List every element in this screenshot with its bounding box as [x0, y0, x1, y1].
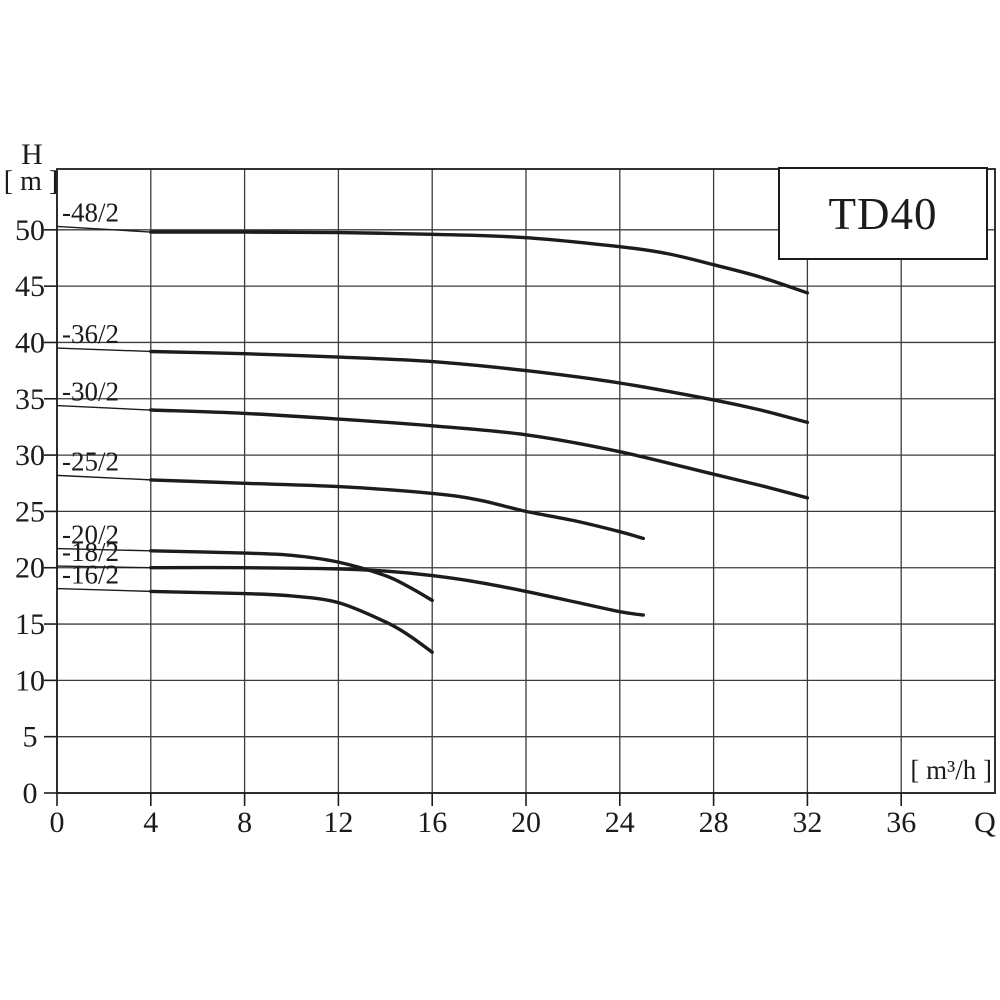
y-tick-label: 35 [15, 383, 45, 416]
y-tick-label: 45 [15, 270, 45, 303]
y-tick-label: 5 [23, 721, 38, 754]
leader-line-18-2 [56, 565, 151, 569]
y-tick-label: 10 [15, 664, 45, 697]
curve-label-20-2: -20/2 [62, 520, 119, 550]
curve-label-25-2: -25/2 [62, 446, 119, 476]
x-tick-label: 4 [143, 806, 158, 839]
x-tick-label: 0 [50, 806, 65, 839]
y-tick-label: 20 [15, 552, 45, 585]
x-tick-label: 32 [792, 806, 822, 839]
x-axis-name: Q [974, 806, 996, 839]
leader-line-30-2 [56, 404, 151, 411]
y-tick-label: 30 [15, 439, 45, 472]
x-axis-unit: [ m³/h ] [910, 755, 992, 785]
curve-30-2 [149, 408, 810, 500]
leader-line-25-2 [56, 474, 151, 481]
y-tick-label: 0 [23, 777, 38, 810]
curve-label-30-2: -30/2 [62, 377, 119, 407]
pump-curves: -48/2 -36/2 -30/2 -25/2 -20/2-18/2-16/2 [56, 197, 810, 654]
y-axis-name: H [21, 138, 43, 171]
pump-model-label: TD40 [828, 188, 938, 239]
curve-25-2 [149, 478, 645, 541]
x-tick-label: 20 [511, 806, 541, 839]
x-tick-label: 24 [605, 806, 635, 839]
pump-model-title-box: TD40 [778, 167, 988, 260]
grid-lines [56, 168, 996, 794]
x-tick-label: 28 [699, 806, 729, 839]
x-tick-label: 12 [323, 806, 353, 839]
y-tick-label: 40 [15, 326, 45, 359]
x-tick-label: 8 [237, 806, 252, 839]
axis-ticks [44, 229, 903, 806]
curve-20-2 [149, 549, 434, 603]
leader-line-16-2 [56, 587, 151, 593]
curve-label-48-2: -48/2 [62, 197, 119, 227]
y-tick-label: 50 [15, 214, 45, 247]
y-tick-label: 25 [15, 495, 45, 528]
x-tick-label: 16 [417, 806, 447, 839]
curve-16-2 [149, 589, 434, 654]
curve-48-2 [149, 230, 810, 295]
curve-label-16-2: -16/2 [62, 560, 119, 590]
leader-line-20-2 [56, 547, 151, 552]
curve-label-18-2: -18/2 [62, 537, 119, 567]
curve-label-36-2: -36/2 [62, 319, 119, 349]
curve-18-2 [149, 565, 645, 617]
y-tick-label: 15 [15, 608, 45, 641]
tick-labels: 0 4 8 12 16 20 24 28 32 36 0 5 10 15 20 25 30 35 40 45 50 [15, 214, 916, 839]
y-axis-unit: [ m ] [3, 166, 59, 197]
x-tick-label: 36 [886, 806, 916, 839]
leader-line-48-2 [56, 225, 151, 233]
curve-36-2 [149, 349, 810, 425]
leader-line-36-2 [56, 347, 151, 353]
